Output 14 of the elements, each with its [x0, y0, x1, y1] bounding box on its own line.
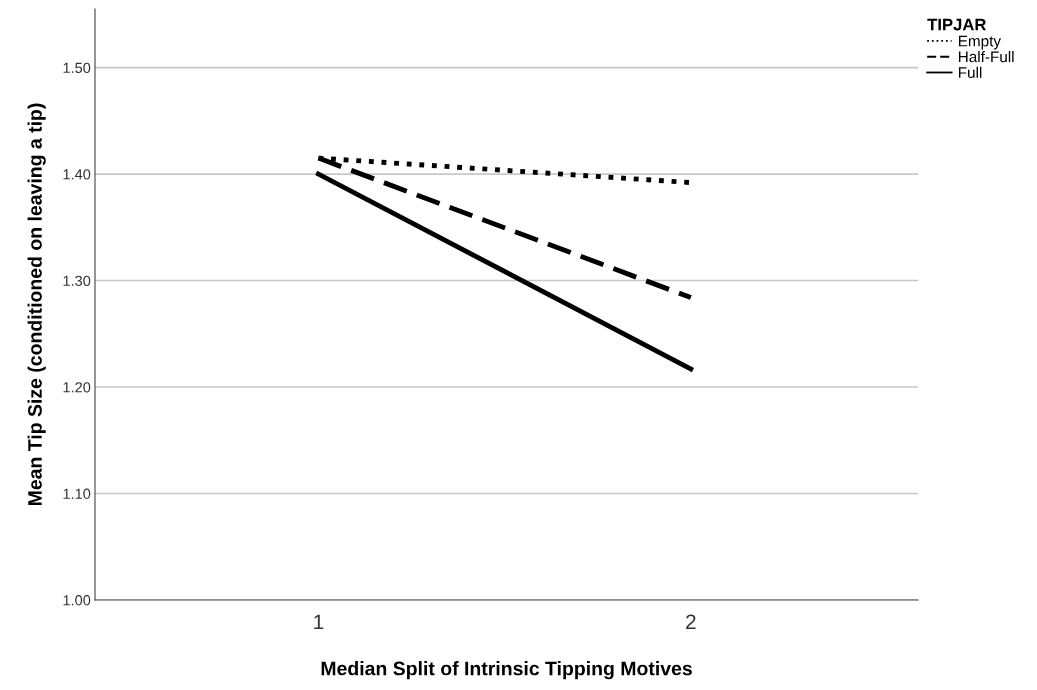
- legend-label: Full: [958, 66, 982, 78]
- x-tick-label: 1: [314, 614, 324, 629]
- legend-label: Half-Full: [958, 51, 1014, 63]
- y-axis-title: Mean Tip Size (conditioned on leaving a tip): [27, 103, 46, 506]
- y-tick-label: 1.20: [63, 382, 91, 393]
- x-axis-title: Median Split of Intrinsic Tipping Motives: [321, 661, 692, 680]
- y-tick-label: 1.50: [63, 62, 91, 73]
- x-tick-label: 2: [686, 614, 696, 629]
- y-tick-label: 1.00: [63, 595, 91, 606]
- legend-title: TIPJAR: [927, 18, 987, 31]
- legend-label: Empty: [958, 35, 1001, 50]
- y-tick-label: 1.10: [63, 488, 91, 499]
- y-tick-label: 1.40: [63, 169, 91, 180]
- y-tick-label: 1.30: [63, 275, 91, 286]
